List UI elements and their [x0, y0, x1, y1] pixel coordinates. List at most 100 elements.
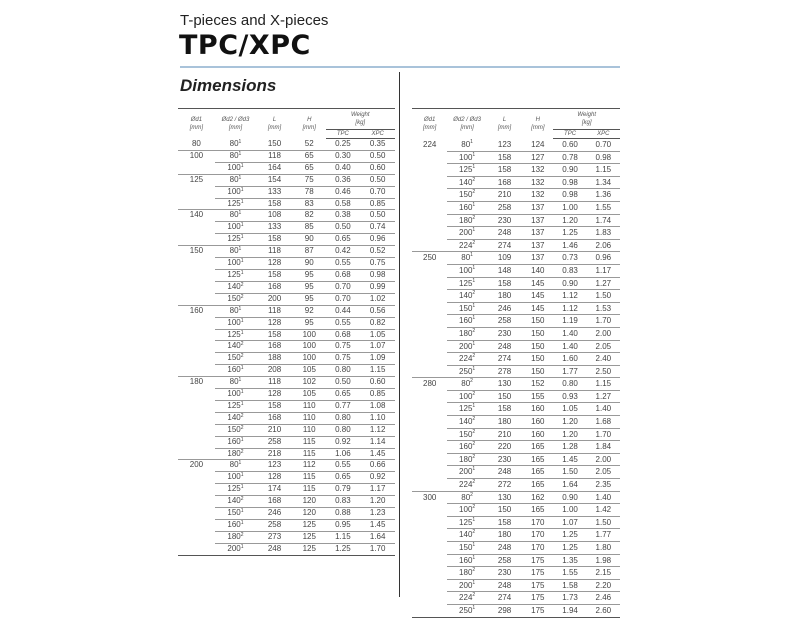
cell-d2: 801 — [214, 174, 257, 187]
cell-h: 150 — [522, 314, 554, 328]
cell-xpc-weight: 0.96 — [360, 233, 395, 247]
table-row: 224 801 123 124 0.60 0.70 — [412, 138, 620, 152]
cell-d1 — [412, 189, 447, 202]
cell-tpc-weight: 1.64 — [553, 478, 587, 492]
table-row: 1402 168 100 0.75 1.07 — [178, 340, 395, 354]
cell-xpc-weight: 0.85 — [360, 388, 395, 401]
cell-h: 82 — [292, 209, 326, 223]
cell-h: 175 — [522, 554, 554, 568]
cell-tpc-weight: 0.55 — [325, 317, 361, 330]
cell-d2: 1802 — [214, 531, 257, 544]
cell-d1 — [412, 567, 447, 580]
cell-xpc-weight: 1.84 — [586, 440, 620, 454]
cell-h: 170 — [522, 528, 554, 542]
table-row: 1802 273 125 1.15 1.64 — [178, 531, 395, 544]
cell-xpc-weight: 1.42 — [586, 503, 620, 517]
cell-xpc-weight: 0.85 — [360, 198, 395, 211]
cell-tpc-weight: 0.46 — [325, 186, 361, 199]
cell-h: 110 — [292, 412, 326, 425]
table-row: 2242 274 150 1.60 2.40 — [412, 352, 620, 366]
cell-tpc-weight: 1.12 — [553, 302, 587, 316]
cell-l: 246 — [256, 507, 293, 520]
table-row: 1501 248 170 1.25 1.80 — [412, 541, 620, 555]
cell-d2: 1802 — [214, 448, 257, 461]
cell-d1 — [178, 508, 215, 520]
cell-d1 — [412, 390, 447, 403]
cell-tpc-weight: 0.50 — [325, 376, 361, 390]
table-row: 1601 258 125 0.95 1.45 — [178, 519, 395, 532]
cell-tpc-weight: 1.73 — [553, 591, 587, 605]
cell-tpc-weight: 1.06 — [325, 448, 361, 461]
cell-tpc-weight: 1.25 — [325, 543, 361, 556]
cell-h: 95 — [292, 281, 326, 294]
table-row: 1001 164 65 0.40 0.60 — [178, 162, 395, 175]
cell-d2: 1251 — [214, 233, 257, 247]
cell-d1 — [412, 403, 447, 416]
cell-h: 165 — [522, 465, 554, 480]
table-row: 1601 258 175 1.35 1.98 — [412, 554, 620, 568]
cell-l: 150 — [256, 138, 293, 151]
cell-d1 — [412, 466, 447, 479]
cell-l: 168 — [256, 495, 293, 509]
table-row: 1001 128 105 0.65 0.85 — [178, 388, 395, 401]
cell-d1: 125 — [189, 174, 204, 184]
cell-d2: 1601 — [214, 436, 257, 449]
cell-l: 158 — [486, 516, 523, 530]
cell-d2: 1502 — [214, 293, 257, 306]
cell-d1 — [412, 214, 447, 227]
cell-xpc-weight: 1.83 — [586, 226, 620, 240]
cell-tpc-weight: 0.36 — [325, 174, 361, 187]
cell-tpc-weight: 1.00 — [553, 503, 587, 517]
cell-d2: 1251 — [447, 516, 487, 530]
cell-d2: 1001 — [214, 221, 257, 235]
cell-l: 248 — [486, 579, 523, 593]
cell-d2: 1402 — [214, 495, 257, 509]
cell-tpc-weight: 0.83 — [325, 495, 361, 509]
cell-xpc-weight: 1.50 — [586, 289, 620, 303]
table-row: 1251 158 95 0.68 0.98 — [178, 269, 395, 282]
cell-h: 52 — [292, 138, 326, 151]
cell-l: 248 — [486, 340, 523, 354]
cell-xpc-weight: 0.82 — [360, 317, 395, 330]
cell-d2: 1251 — [447, 163, 487, 177]
cell-l: 118 — [256, 376, 293, 390]
cell-xpc-weight: 1.80 — [586, 541, 620, 555]
cell-l: 133 — [256, 186, 293, 199]
cell-tpc-weight: 0.90 — [553, 277, 587, 291]
cell-h: 125 — [292, 531, 326, 544]
cell-tpc-weight: 1.28 — [553, 440, 587, 454]
cell-xpc-weight: 0.98 — [360, 269, 395, 282]
cell-l: 158 — [486, 163, 523, 177]
cell-h: 115 — [292, 471, 326, 485]
cell-tpc-weight: 1.60 — [553, 352, 587, 366]
cell-tpc-weight: 1.40 — [553, 327, 587, 341]
col-tpc-header: TPC — [553, 129, 587, 139]
cell-h: 112 — [292, 459, 326, 473]
section-heading: Dimensions — [180, 76, 277, 95]
table-row: 1002 150 155 0.93 1.27 — [412, 390, 620, 404]
cell-xpc-weight: 1.23 — [360, 507, 395, 520]
cell-xpc-weight: 1.07 — [360, 340, 395, 354]
cell-d2: 1602 — [447, 440, 487, 454]
cell-d1 — [412, 365, 448, 379]
cell-d1 — [412, 478, 448, 492]
cell-xpc-weight: 1.20 — [360, 495, 395, 509]
cell-d1 — [178, 448, 215, 461]
cell-tpc-weight: 1.25 — [553, 226, 587, 240]
cell-h: 120 — [292, 507, 326, 520]
cell-xpc-weight: 0.50 — [360, 209, 395, 223]
cell-h: 127 — [522, 151, 554, 165]
cell-d2: 1002 — [447, 390, 487, 404]
cell-l: 248 — [486, 226, 523, 240]
table-row: 1251 158 100 0.68 1.05 — [178, 329, 395, 342]
cell-tpc-weight: 0.83 — [553, 264, 587, 278]
cell-tpc-weight: 0.60 — [553, 138, 587, 152]
cell-l: 164 — [256, 162, 293, 175]
cell-d1 — [178, 424, 215, 436]
cell-xpc-weight: 2.00 — [586, 327, 620, 341]
cell-l: 218 — [256, 448, 293, 461]
cell-l: 272 — [486, 478, 523, 492]
cell-l: 158 — [256, 329, 293, 342]
cell-d1: 200 — [189, 460, 204, 470]
cell-d2: 1502 — [447, 188, 487, 202]
